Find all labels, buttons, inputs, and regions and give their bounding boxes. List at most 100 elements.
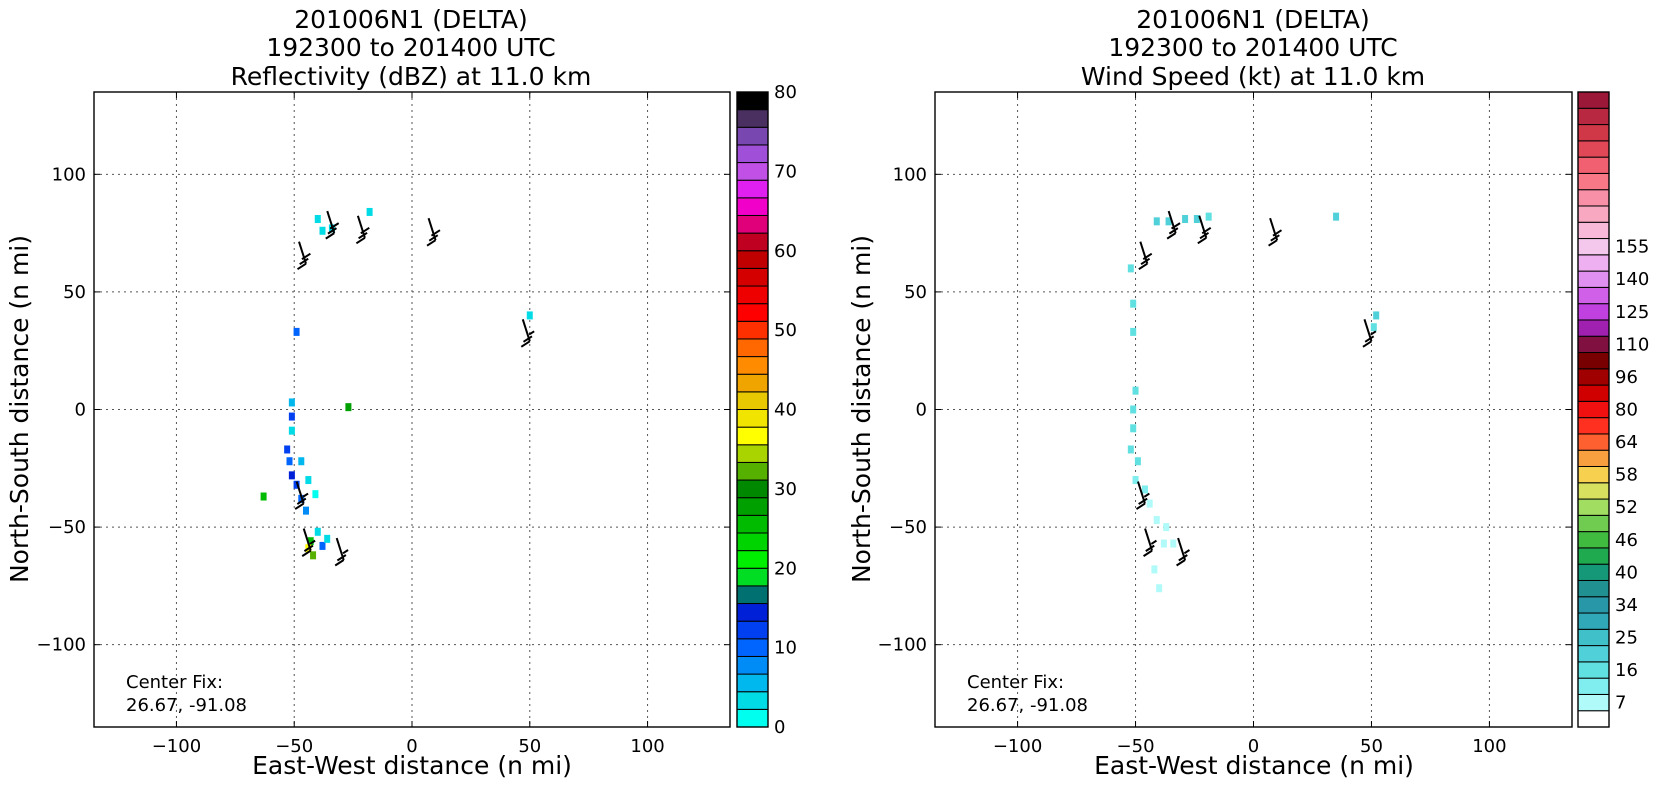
wind-barb-feather <box>426 239 437 247</box>
data-cell <box>1156 584 1163 593</box>
x-axis-ticks: −100 −50 0 50 100 <box>152 92 665 757</box>
colorbar-cell <box>736 603 769 622</box>
wind-barb-feather <box>430 229 441 237</box>
wind-barb-feather <box>1183 549 1191 555</box>
wind-barb-feather <box>1135 502 1146 510</box>
colorbar-cell <box>736 550 769 569</box>
wind-barb-feather <box>1197 236 1207 245</box>
x-tick-label: −100 <box>152 736 201 757</box>
colorbar-cell <box>1577 579 1610 598</box>
wind-barb-feather <box>342 549 349 555</box>
wind-barb-feather <box>301 549 312 557</box>
colorbar-cell <box>736 708 769 728</box>
colorbar-cell <box>1577 482 1610 500</box>
colorbar-cell <box>1577 335 1610 354</box>
wind-barb-feather <box>360 226 370 235</box>
wind-barb-feather <box>1178 554 1188 562</box>
data-cell <box>288 426 295 435</box>
colorbar-cell <box>736 338 769 358</box>
colorbar-cell <box>736 426 769 446</box>
wind-barb-feather <box>1201 226 1212 235</box>
colorbar-cell <box>736 638 769 657</box>
wind-barb-feather <box>1142 252 1153 261</box>
y-tick-label: 0 <box>916 400 927 421</box>
data-cell <box>303 506 309 515</box>
colorbar-cell <box>736 267 769 287</box>
center-fix-coordinates: 26.67, -91.08 <box>126 695 247 716</box>
colorbar-cell <box>736 303 769 322</box>
y-tick-label: −100 <box>878 635 927 656</box>
wind-barb-feather <box>528 330 535 336</box>
colorbar-tick-label: 155 <box>1615 237 1649 258</box>
colorbar-cell <box>736 479 769 499</box>
colorbar-tick-label: 70 <box>774 161 797 182</box>
chart-title-line-2: 192300 to 201400 UTC <box>266 33 555 62</box>
colorbar-frame <box>736 91 769 728</box>
colorbar-cell <box>1577 465 1610 484</box>
wind-barb-feather <box>1143 549 1153 557</box>
colorbar-cell <box>736 232 769 252</box>
data-cell <box>312 490 319 499</box>
colorbar-tick-label: 64 <box>1615 432 1638 453</box>
x-tick-label: 50 <box>1360 736 1383 757</box>
colorbar-cell <box>736 497 769 516</box>
data-cell <box>1153 516 1160 525</box>
wind-barb <box>355 215 370 245</box>
data-cell <box>1373 311 1380 320</box>
colorbar-cell <box>736 461 769 481</box>
data-cell <box>1153 217 1160 226</box>
colorbar-tick-label: 46 <box>1615 530 1638 551</box>
colorbar-cell <box>1577 124 1610 142</box>
data-cell <box>314 527 321 536</box>
y-tick-label: 100 <box>893 164 927 185</box>
colorbar-cell <box>1577 352 1610 370</box>
colorbar-cell <box>1577 205 1610 223</box>
wind-barb-feather <box>1145 544 1155 552</box>
data-cell <box>293 480 300 489</box>
wind-barb-feather <box>296 497 307 505</box>
data-cell <box>298 457 305 466</box>
data-cell <box>288 471 295 480</box>
data-cell <box>284 445 291 454</box>
data-cell <box>1127 445 1134 454</box>
data-cell <box>1127 264 1134 273</box>
wind-barb-feather <box>1268 239 1278 247</box>
wind-barb-feather <box>1364 335 1375 343</box>
wind-barb-feather <box>296 262 307 271</box>
colorbar-cell <box>736 585 769 605</box>
colorbar-tick-label: 140 <box>1615 269 1649 290</box>
data-cell <box>305 476 312 485</box>
colorbar-cell <box>736 91 769 111</box>
colorbar-tick-label: 0 <box>774 717 785 738</box>
wind-barb-feather <box>522 335 533 343</box>
x-tick-label: 0 <box>1248 736 1259 757</box>
reflectivity-panel: 201006N1 (DELTA) 192300 to 201400 UTC Re… <box>5 5 797 780</box>
wind-barbs <box>294 210 535 567</box>
wind-barbs <box>1135 210 1377 567</box>
colorbar-cell <box>1577 677 1610 695</box>
colorbar-cell <box>1577 319 1610 337</box>
colorbar-cell <box>1577 368 1610 386</box>
chart-title-line-2: 192300 to 201400 UTC <box>1108 33 1397 62</box>
data-cell <box>260 492 267 501</box>
x-tick-label: −100 <box>993 736 1042 757</box>
wind-speed-data-cells <box>1127 212 1380 593</box>
colorbar-tick-label: 80 <box>1615 400 1638 421</box>
colorbar-cell <box>1577 254 1610 272</box>
wind-barb <box>426 217 441 247</box>
wind-barb-feather <box>355 236 366 245</box>
colorbar-tick-label: 96 <box>1615 367 1638 388</box>
wind-barb-feather <box>325 232 335 240</box>
wind-barb-feather <box>1199 231 1210 240</box>
data-cell <box>1146 499 1153 508</box>
colorbar-cell <box>736 126 769 146</box>
colorbar-tick-label: 60 <box>774 241 797 262</box>
colorbar-cell <box>1577 400 1610 419</box>
colorbar-cell <box>1577 563 1610 581</box>
wind-barb-feather <box>302 492 309 498</box>
colorbar-cell <box>1577 433 1610 451</box>
chart-title-line-1: 201006N1 (DELTA) <box>294 5 527 34</box>
colorbar-cell <box>736 109 769 128</box>
wind-speed-panel: 201006N1 (DELTA) 192300 to 201400 UTC Wi… <box>847 5 1649 780</box>
